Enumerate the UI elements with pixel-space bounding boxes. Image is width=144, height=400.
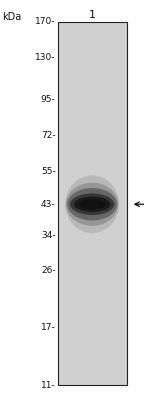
Bar [58,22,127,385]
Ellipse shape [70,194,114,215]
Ellipse shape [84,201,101,207]
Text: 170-: 170- [35,18,56,26]
Ellipse shape [74,196,110,212]
Text: 130-: 130- [35,53,56,62]
Text: 1: 1 [89,10,96,20]
Text: 72-: 72- [41,132,56,140]
Text: 55-: 55- [41,167,56,176]
Text: 43-: 43- [41,200,56,209]
Ellipse shape [79,199,106,209]
Ellipse shape [67,188,117,220]
Ellipse shape [66,183,118,226]
Text: kDa: kDa [2,12,21,22]
Text: 34-: 34- [41,231,56,240]
Ellipse shape [65,176,119,233]
Text: 17-: 17- [41,323,56,332]
Text: 11-: 11- [41,380,56,390]
Text: 95-: 95- [41,95,56,104]
Text: 26-: 26- [41,266,56,276]
